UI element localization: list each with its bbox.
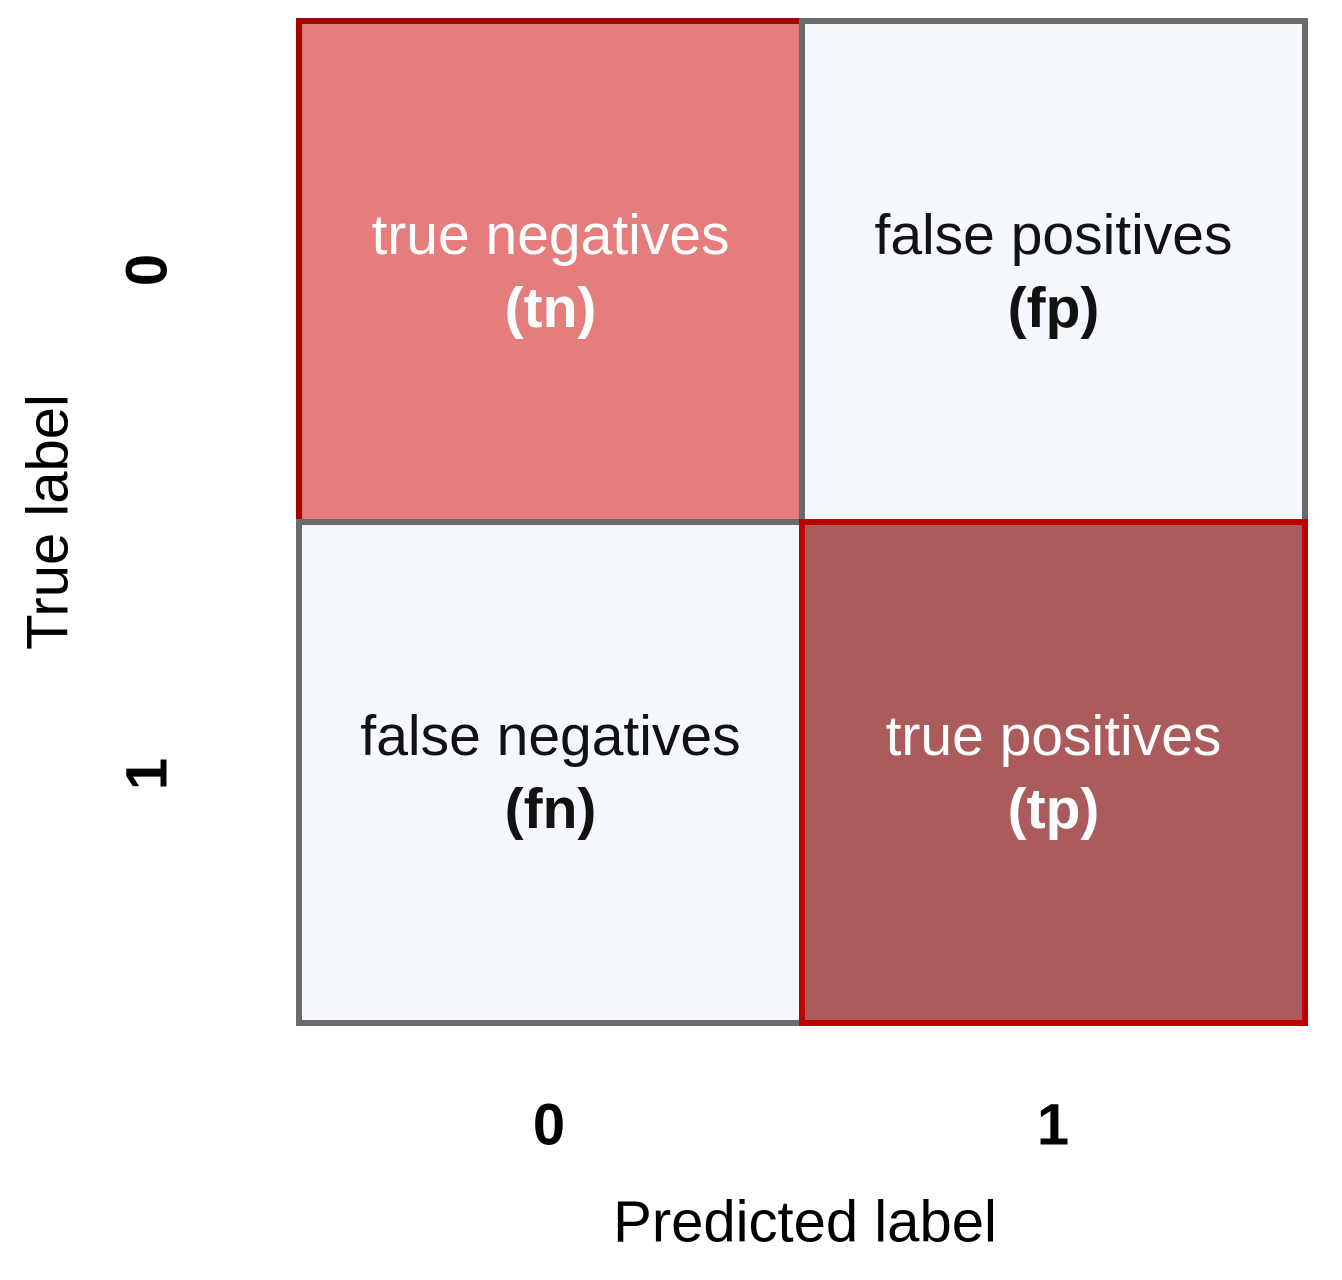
y-axis-label: True label [15,394,81,650]
cell-false-negatives-label: false negatives [360,703,741,768]
cell-true-negatives-abbrev: (tn) [504,275,597,340]
cell-true-negatives: true negatives (tn) [296,18,805,525]
matrix-plot-area: true negatives (tn) false positives (fp)… [296,18,1308,1026]
cell-false-negatives-abbrev: (fn) [504,776,597,841]
cell-false-positives-abbrev: (fp) [1007,275,1100,340]
y-tick-1: 1 [114,757,180,791]
cell-true-negatives-label: true negatives [371,202,730,267]
cell-true-positives-abbrev: (tp) [1007,776,1100,841]
cell-true-positives: true positives (tp) [799,519,1308,1026]
cell-false-positives: false positives (fp) [799,18,1308,525]
cell-false-positives-label: false positives [874,202,1233,267]
cell-false-negatives: false negatives (fn) [296,519,805,1026]
y-tick-0: 0 [114,253,180,287]
x-tick-1: 1 [1036,1092,1070,1158]
x-axis-label: Predicted label [613,1189,997,1255]
cell-true-positives-label: true positives [885,703,1222,768]
x-tick-0: 0 [532,1092,566,1158]
